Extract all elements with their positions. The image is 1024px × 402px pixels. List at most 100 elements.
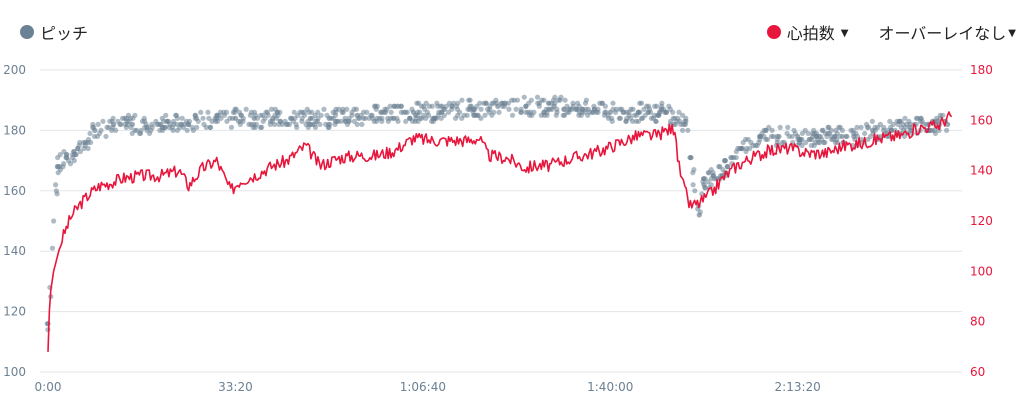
- pitch-point: [192, 112, 199, 118]
- pitch-point: [536, 103, 542, 109]
- pitch-point: [253, 121, 259, 127]
- pitch-point: [676, 109, 682, 115]
- pitch-point: [307, 115, 313, 121]
- pitch-point: [289, 115, 295, 121]
- right-axis-tick-label: 160: [970, 113, 993, 127]
- left-axis-ticks: 100 120 140 160 180 200: [3, 63, 26, 379]
- pitch-point: [214, 115, 220, 121]
- pitch-point: [839, 127, 846, 133]
- pitch-point: [506, 106, 512, 112]
- pitch-point: [51, 218, 57, 224]
- pitch-point: [403, 118, 409, 124]
- pitch-point: [692, 188, 698, 194]
- pitch-point: [541, 97, 547, 103]
- pitch-point: [71, 158, 77, 164]
- pitch-point: [54, 191, 60, 197]
- pitch-point: [344, 106, 350, 112]
- caret-down-icon: ▼: [1008, 28, 1016, 39]
- pitch-point: [630, 106, 636, 112]
- pitch-point: [100, 118, 106, 124]
- pitch-point: [141, 115, 147, 121]
- pitch-point: [336, 106, 342, 112]
- pitch-point: [432, 115, 438, 121]
- pitch-point: [509, 112, 516, 118]
- pitch-point: [170, 118, 177, 124]
- pitch-point: [663, 109, 670, 115]
- pitch-point: [218, 115, 224, 121]
- pitch-point: [321, 106, 327, 112]
- pitch-point: [553, 112, 559, 118]
- left-axis-tick-label: 120: [3, 305, 26, 319]
- pitch-point: [388, 109, 394, 115]
- pitch-point: [583, 97, 589, 103]
- pitch-point: [49, 245, 56, 251]
- pitch-point: [346, 118, 352, 124]
- pitch-point: [518, 109, 524, 115]
- pitch-point: [844, 133, 850, 140]
- overlay-dropdown[interactable]: オーバーレイなし ▼: [878, 20, 1016, 44]
- pitch-point: [467, 106, 473, 112]
- pitch-point: [635, 109, 641, 115]
- pitch-point: [170, 127, 176, 133]
- pitch-point: [578, 112, 584, 118]
- pitch-point: [865, 124, 872, 130]
- pitch-legend-label: ピッチ: [40, 24, 89, 43]
- pitch-point: [907, 124, 913, 130]
- pitch-point: [918, 115, 924, 121]
- pitch-point: [291, 109, 297, 115]
- pitch-point: [259, 124, 265, 130]
- pitch-point: [445, 109, 452, 115]
- pitch-point: [265, 112, 271, 118]
- x-axis-ticks: 0:00 33:20 1:06:40 1:40:00 2:13:20: [35, 380, 821, 394]
- left-axis-tick-label: 180: [3, 123, 26, 137]
- pitch-point: [327, 121, 333, 127]
- pitch-point: [459, 97, 465, 103]
- pitch-point: [268, 106, 275, 112]
- pitch-point: [690, 170, 696, 176]
- pitch-point: [722, 158, 728, 164]
- pitch-point: [551, 103, 557, 109]
- pitch-point: [92, 127, 98, 133]
- right-axis-ticks: 60 80 100 120 140 160 180: [970, 63, 993, 379]
- pitch-point: [95, 121, 101, 127]
- pitch-point: [478, 106, 484, 112]
- pitch-point: [232, 115, 239, 121]
- pitch-point: [200, 115, 206, 121]
- pitch-point: [766, 124, 772, 130]
- pitch-point: [240, 115, 246, 121]
- pitch-point: [54, 164, 60, 170]
- pitch-point: [513, 106, 519, 112]
- pitch-point: [505, 100, 511, 106]
- pitch-point: [696, 212, 702, 218]
- pitch-point: [124, 121, 131, 127]
- pitch-point: [482, 112, 488, 118]
- pitch-point: [534, 94, 541, 100]
- overlay-dropdown-label: オーバーレイなし: [878, 24, 1007, 43]
- pitch-point: [610, 100, 616, 106]
- pitch-point: [743, 148, 749, 155]
- pitch-point: [457, 109, 463, 115]
- pitch-point: [828, 127, 834, 133]
- x-axis-tick-label: 1:40:00: [587, 380, 633, 394]
- pitch-point: [88, 139, 94, 146]
- pitch-point: [185, 121, 192, 127]
- pitch-point: [45, 321, 51, 327]
- right-axis-tick-label: 60: [970, 365, 985, 379]
- left-axis-tick-label: 200: [3, 63, 26, 77]
- pitch-point: [410, 109, 417, 115]
- pitch-point: [174, 115, 181, 121]
- pitch-point: [129, 121, 135, 127]
- pitch-point: [815, 139, 821, 146]
- pitch-point: [679, 127, 686, 133]
- pitch-legend[interactable]: ピッチ: [20, 20, 88, 44]
- pitch-point: [570, 100, 576, 106]
- pitch-point: [243, 106, 249, 112]
- pitch-point: [228, 124, 235, 130]
- pitch-point: [638, 115, 645, 121]
- pitch-point: [491, 109, 497, 115]
- pitch-point: [395, 118, 401, 124]
- pitch-point: [467, 97, 473, 103]
- heart-rate-dropdown[interactable]: 心拍数 ▼: [766, 20, 848, 44]
- pitch-point: [777, 124, 783, 130]
- pitch-point: [646, 106, 653, 112]
